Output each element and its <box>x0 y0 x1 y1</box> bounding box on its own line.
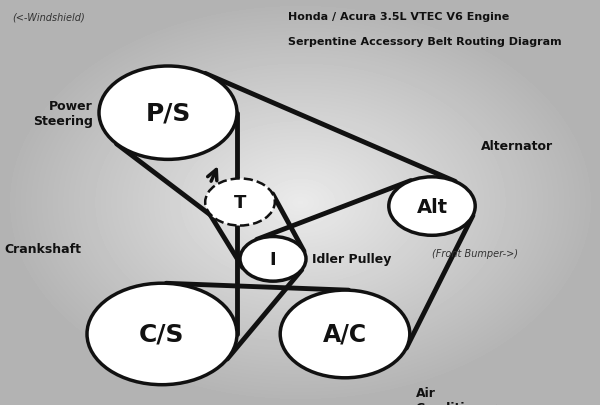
Circle shape <box>87 284 237 385</box>
Text: P/S: P/S <box>145 101 191 126</box>
Circle shape <box>280 290 410 378</box>
Text: I: I <box>269 250 277 268</box>
Text: Alt: Alt <box>416 197 448 216</box>
Text: C/S: C/S <box>139 322 185 346</box>
Circle shape <box>205 179 275 226</box>
Text: Serpentine Accessory Belt Routing Diagram: Serpentine Accessory Belt Routing Diagra… <box>288 36 562 47</box>
Text: Alternator: Alternator <box>481 140 553 153</box>
Text: Air
Conditioner
Compressor: Air Conditioner Compressor <box>416 386 499 405</box>
Circle shape <box>240 237 306 281</box>
Circle shape <box>389 177 475 236</box>
Text: Crankshaft: Crankshaft <box>4 242 81 255</box>
Text: (<-Windshield): (<-Windshield) <box>12 12 85 22</box>
Text: (Front Bumper->): (Front Bumper->) <box>432 248 518 258</box>
Text: Idler Pulley: Idler Pulley <box>312 253 391 266</box>
Text: T: T <box>234 194 246 211</box>
Text: Power
Steering: Power Steering <box>33 100 93 127</box>
Text: Honda / Acura 3.5L VTEC V6 Engine: Honda / Acura 3.5L VTEC V6 Engine <box>288 12 509 22</box>
Circle shape <box>99 67 237 160</box>
Text: A/C: A/C <box>323 322 367 346</box>
